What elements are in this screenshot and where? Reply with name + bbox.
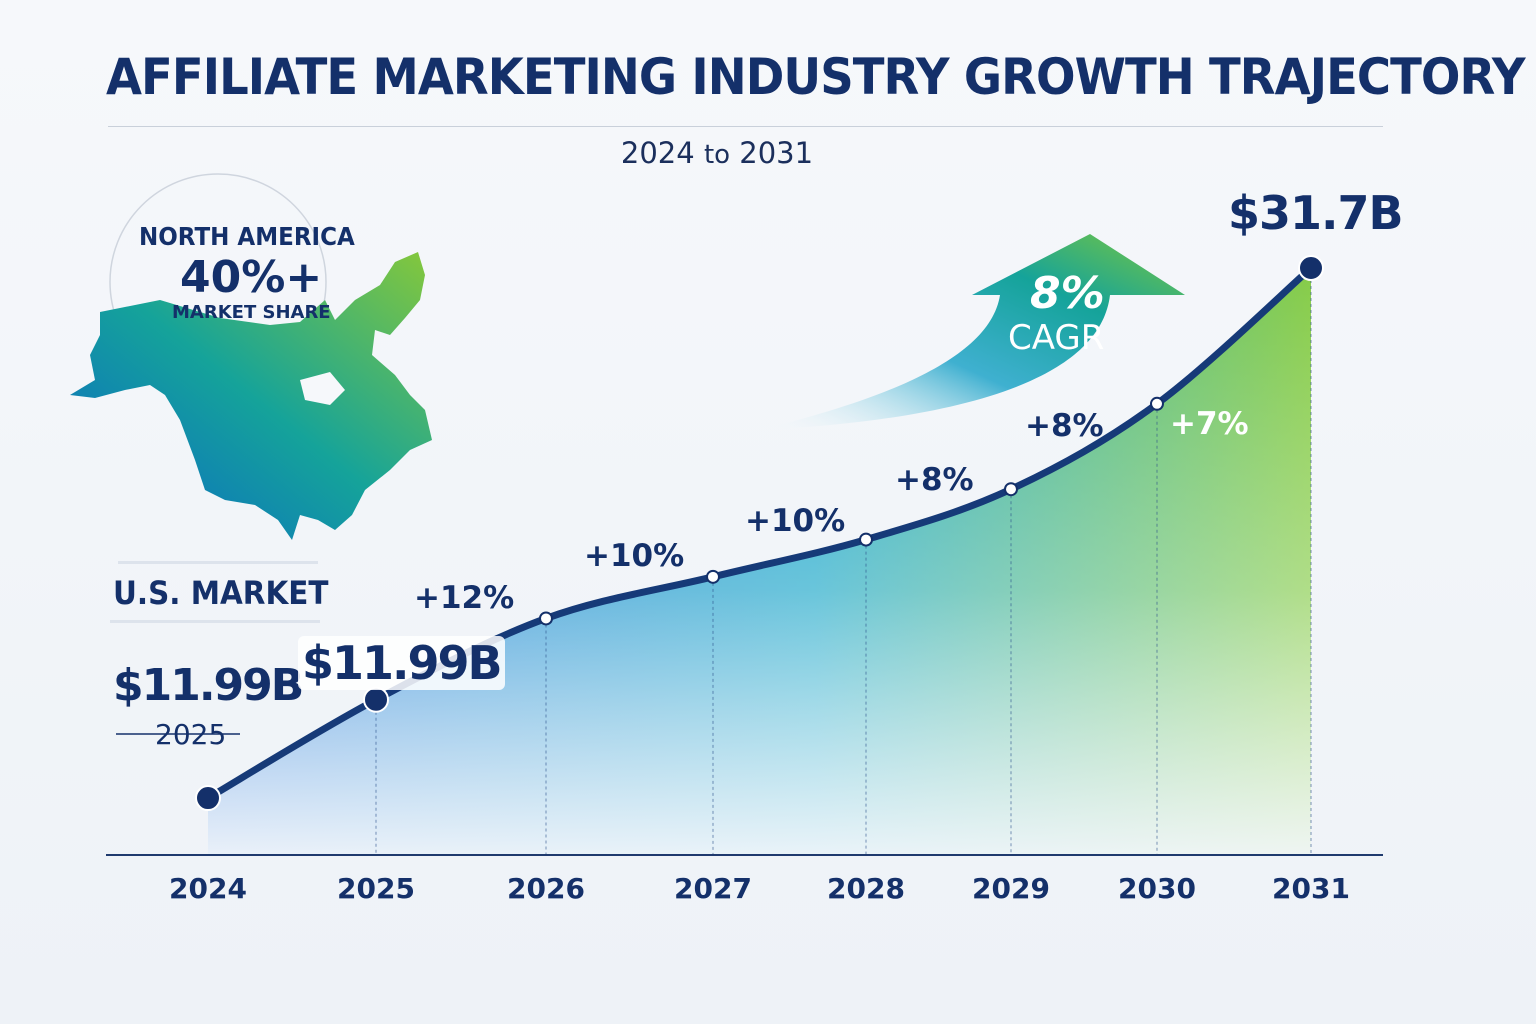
us-market-year: 2025 (155, 718, 227, 751)
us-market-value: $11.99B (113, 660, 304, 711)
data-point-2026 (539, 611, 553, 626)
region-share: 40%+ (180, 252, 323, 303)
hudson-bay (300, 372, 345, 405)
us-market-rule-bottom (110, 620, 320, 623)
cagr-label: CAGR (1008, 318, 1105, 358)
data-point-2029 (1004, 482, 1018, 497)
data-point-2024 (195, 785, 221, 812)
subtitle: 2024 to 2031 (0, 136, 1434, 170)
region-share-label: MARKET SHARE (172, 302, 331, 323)
x-tick-label: 2029 (972, 872, 1050, 905)
value-label-2025: $11.99B (298, 636, 505, 690)
data-point-2027 (706, 569, 720, 584)
growth-label: +7% (1170, 406, 1249, 442)
data-point-2030 (1150, 396, 1164, 411)
cagr-arrow-icon (760, 234, 1185, 430)
growth-label: +8% (1025, 408, 1104, 444)
growth-label: +10% (584, 538, 685, 574)
value-label-2031: $31.7B (1228, 186, 1404, 240)
x-tick-label: 2031 (1272, 872, 1350, 905)
x-tick-label: 2030 (1118, 872, 1196, 905)
x-tick-label: 2024 (169, 872, 247, 905)
region-name: NORTH AMERICA (139, 222, 355, 251)
x-tick-label: 2028 (827, 872, 905, 905)
data-point-2025 (363, 686, 389, 713)
title-divider (108, 126, 1383, 127)
cagr-value: 8% (1030, 268, 1105, 319)
area-fade (208, 268, 1311, 855)
growth-label: +8% (895, 462, 974, 498)
subtitle-start: 2024 (620, 136, 695, 170)
x-tick-label: 2026 (507, 872, 585, 905)
data-point-2028 (859, 532, 873, 547)
x-tick-label: 2025 (337, 872, 415, 905)
growth-label: +12% (414, 580, 515, 616)
growth-label: +10% (745, 503, 846, 539)
north-america-map-icon (70, 252, 432, 540)
page-title: AFFILIATE MARKETING INDUSTRY GROWTH TRAJ… (106, 48, 1526, 106)
us-market-rule-top (118, 561, 318, 564)
subtitle-to: to (703, 140, 731, 170)
x-tick-label: 2027 (674, 872, 752, 905)
us-market-label: U.S. MARKET (113, 574, 329, 612)
subtitle-end: 2031 (739, 136, 814, 170)
data-point-2031 (1298, 255, 1324, 281)
